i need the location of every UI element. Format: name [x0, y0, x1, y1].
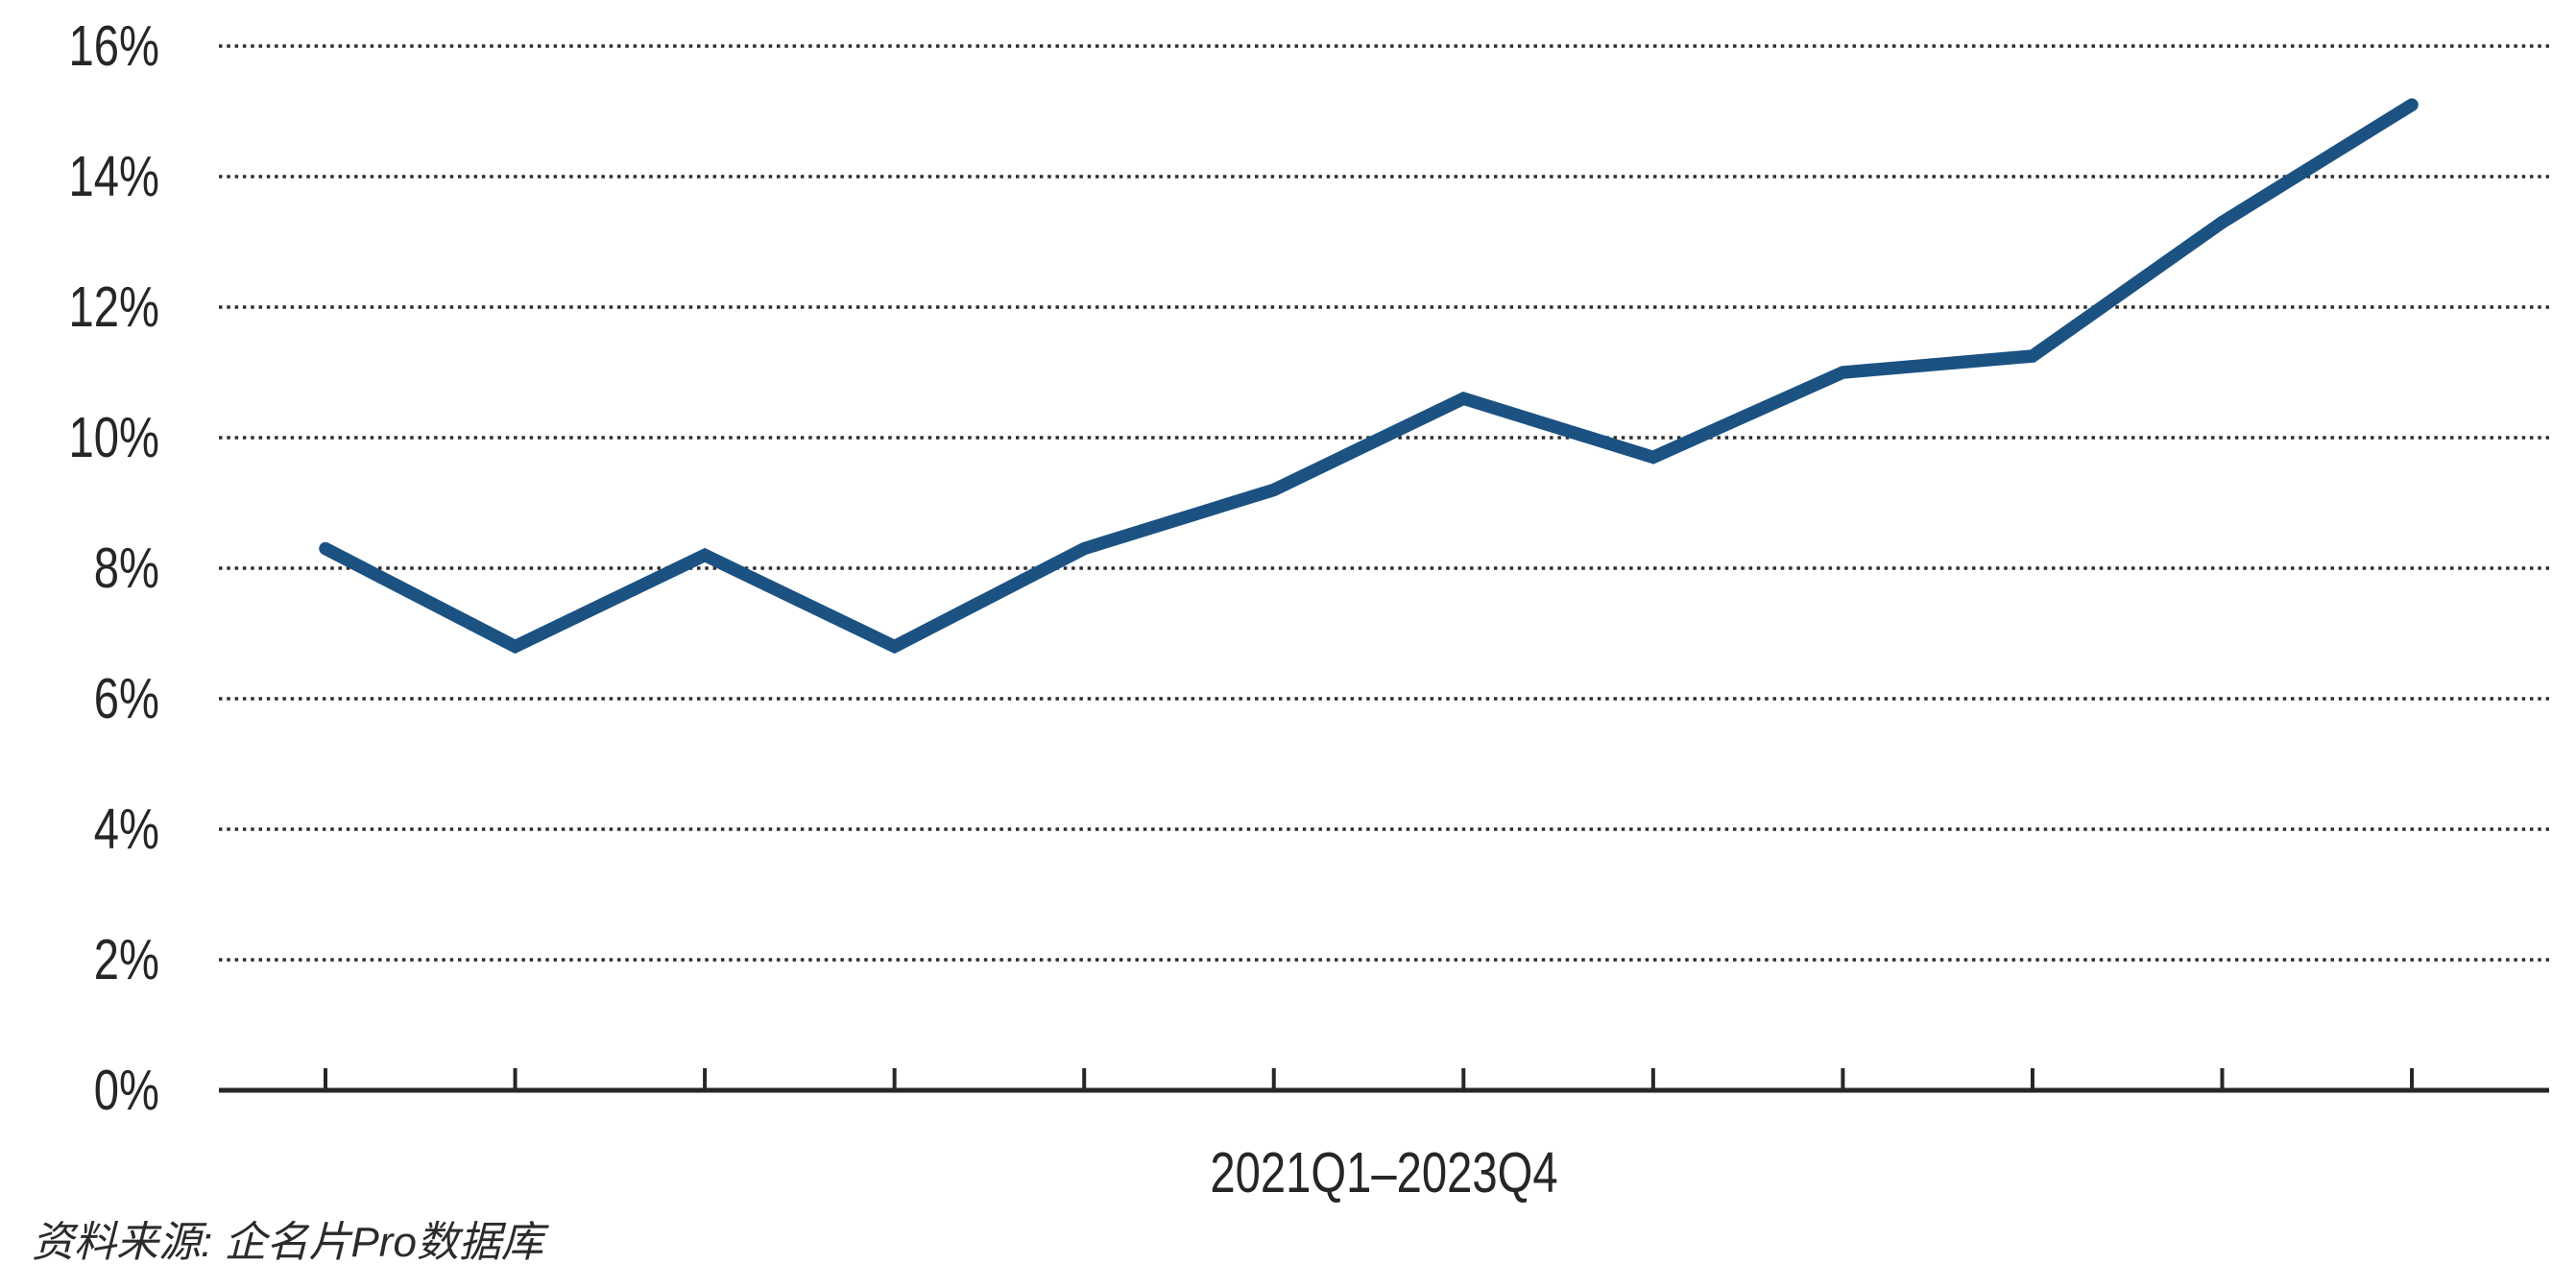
y-tick-label: 4% — [93, 798, 159, 861]
data-line — [319, 98, 2419, 655]
y-tick-label: 12% — [68, 275, 159, 339]
source-note: 资料来源: 企名片Pro数据库 — [32, 1219, 543, 1266]
x-axis-label: 2021Q1–2023Q4 — [1210, 1141, 1558, 1205]
y-tick-label: 2% — [93, 928, 159, 991]
y-tick-label: 8% — [93, 537, 159, 600]
y-tick-label: 0% — [93, 1059, 159, 1122]
y-tick-label: 14% — [68, 145, 159, 208]
y-tick-label: 16% — [68, 14, 159, 78]
y-tick-label: 10% — [68, 406, 159, 469]
y-tick-label: 6% — [93, 667, 159, 730]
